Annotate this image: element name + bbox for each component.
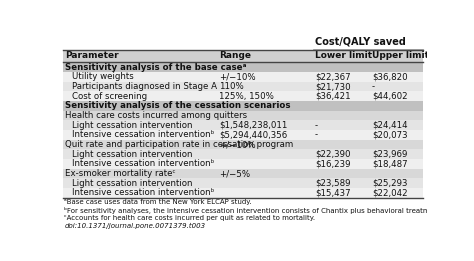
Text: Light cessation intervention: Light cessation intervention <box>72 179 192 188</box>
Text: Sensitivity analysis of the base caseᵃ: Sensitivity analysis of the base caseᵃ <box>65 63 247 72</box>
Text: $15,437: $15,437 <box>315 188 351 197</box>
Bar <box>63 120 423 130</box>
Bar <box>63 188 423 198</box>
Text: Intensive cessation interventionᵇ: Intensive cessation interventionᵇ <box>72 159 214 168</box>
Text: doi:10.1371/journal.pone.0071379.t003: doi:10.1371/journal.pone.0071379.t003 <box>64 223 206 229</box>
Bar <box>63 111 423 120</box>
Text: $22,390: $22,390 <box>315 150 350 159</box>
Text: Quit rate and participation rate in cessation program: Quit rate and participation rate in cess… <box>65 140 294 149</box>
Text: -: - <box>315 130 318 139</box>
Text: -: - <box>372 82 375 91</box>
Text: $23,589: $23,589 <box>315 179 350 188</box>
Text: $1,548,238,011: $1,548,238,011 <box>219 121 288 130</box>
Text: $16,239: $16,239 <box>315 159 350 168</box>
Text: Range: Range <box>219 51 251 61</box>
Text: $18,487: $18,487 <box>372 159 408 168</box>
Text: -: - <box>315 121 318 130</box>
Text: ᶜAccounts for health care costs incurred per quit as related to mortality.: ᶜAccounts for health care costs incurred… <box>64 215 316 221</box>
Text: Cost of screening: Cost of screening <box>72 92 147 101</box>
Text: $21,730: $21,730 <box>315 82 351 91</box>
Text: Upper limit: Upper limit <box>372 51 429 61</box>
Text: Utility weights: Utility weights <box>72 72 134 81</box>
Text: ᵃBase case uses data from the New York ELCAP study.: ᵃBase case uses data from the New York E… <box>64 199 252 205</box>
Text: Ex-smoker mortality rateᶜ: Ex-smoker mortality rateᶜ <box>65 169 176 178</box>
Bar <box>63 91 423 101</box>
Text: $36,421: $36,421 <box>315 92 351 101</box>
Text: 110%: 110% <box>219 82 244 91</box>
Text: $44,602: $44,602 <box>372 92 408 101</box>
Text: $24,414: $24,414 <box>372 121 408 130</box>
Bar <box>63 50 423 62</box>
Text: Cost/QALY saved: Cost/QALY saved <box>315 37 406 47</box>
Bar <box>63 72 423 82</box>
Bar <box>63 34 423 50</box>
Text: $25,293: $25,293 <box>372 179 407 188</box>
Text: Parameter: Parameter <box>65 51 119 61</box>
Bar <box>63 159 423 169</box>
Text: Health care costs incurred among quitters: Health care costs incurred among quitter… <box>65 111 247 120</box>
Text: +/−5%: +/−5% <box>219 169 251 178</box>
Text: Lower limit: Lower limit <box>315 51 372 61</box>
Bar <box>63 178 423 188</box>
Bar <box>63 149 423 159</box>
Text: Intensive cessation interventionᵇ: Intensive cessation interventionᵇ <box>72 130 214 139</box>
Text: Intensive cessation interventionᵇ: Intensive cessation interventionᵇ <box>72 188 214 197</box>
Text: ᵇFor sensitivity analyses, the intensive cessation intervention consists of Chan: ᵇFor sensitivity analyses, the intensive… <box>64 207 444 214</box>
Bar <box>63 130 423 140</box>
Bar <box>63 82 423 91</box>
Text: 125%, 150%: 125%, 150% <box>219 92 274 101</box>
Text: $22,042: $22,042 <box>372 188 408 197</box>
Text: Sensitivity analysis of the cessation scenarios: Sensitivity analysis of the cessation sc… <box>65 101 291 110</box>
Text: Light cessation intervention: Light cessation intervention <box>72 150 192 159</box>
Text: $5,294,440,356: $5,294,440,356 <box>219 130 288 139</box>
Text: +/−10%: +/−10% <box>219 140 256 149</box>
Bar <box>63 101 423 111</box>
Text: $36,820: $36,820 <box>372 72 408 81</box>
Text: $22,367: $22,367 <box>315 72 351 81</box>
Text: $20,073: $20,073 <box>372 130 408 139</box>
Text: Participants diagnosed in Stage A: Participants diagnosed in Stage A <box>72 82 217 91</box>
Bar <box>63 62 423 72</box>
Bar <box>63 140 423 149</box>
Bar <box>63 169 423 178</box>
Text: +/−10%: +/−10% <box>219 72 256 81</box>
Text: $23,969: $23,969 <box>372 150 407 159</box>
Text: Light cessation intervention: Light cessation intervention <box>72 121 192 130</box>
